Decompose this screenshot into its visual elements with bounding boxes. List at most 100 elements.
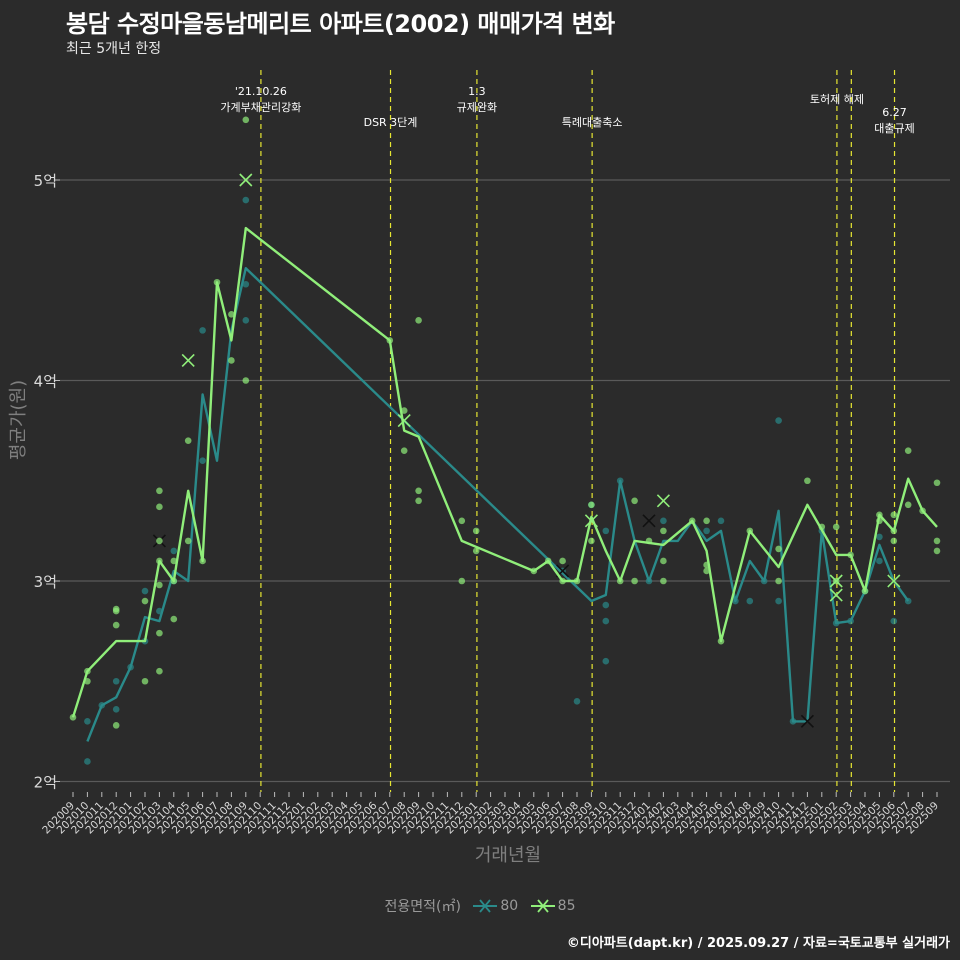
data-point-85: [112, 621, 120, 629]
data-point-85: [559, 557, 566, 565]
data-point-80: [775, 417, 782, 424]
data-point-80: [573, 698, 581, 705]
data-point-80: [890, 617, 898, 625]
data-point-80: [199, 457, 206, 465]
data-point-80: [84, 718, 91, 725]
chart-subtitle: 최근 5개년 한정: [66, 41, 162, 57]
data-point-85: [112, 722, 120, 729]
y-axis-title: 평균가(원): [8, 380, 29, 460]
data-point-80: [112, 677, 120, 685]
event-label: 토허제 해제: [810, 92, 864, 106]
series-85: [69, 116, 941, 729]
data-point-85: [832, 523, 840, 531]
cancelled-stroke: [181, 353, 195, 368]
data-point-80: [876, 533, 883, 541]
y-tick-label: 3억: [34, 573, 57, 591]
data-point-85: [904, 501, 912, 509]
event-label: 가계부채관리강화: [220, 101, 301, 114]
data-point-85: [415, 487, 422, 495]
data-point-85: [415, 497, 422, 505]
event-label: 규제완화: [457, 101, 497, 114]
data-point-80: [242, 196, 250, 204]
cancelled-stroke: [800, 714, 814, 728]
data-point-85: [112, 607, 120, 615]
cancelled-stroke: [642, 514, 656, 528]
data-point-85: [141, 597, 149, 605]
data-point-80: [141, 587, 149, 595]
event-label: '21.10.26: [235, 85, 287, 98]
data-point-80: [199, 327, 206, 334]
event-label: 특례대출축소: [562, 116, 623, 129]
legend-label-80: 80: [500, 898, 519, 914]
data-point-85: [156, 537, 163, 545]
data-point-85: [775, 545, 782, 553]
data-point-85: [472, 527, 480, 535]
event-label: 1.3: [468, 85, 486, 98]
data-point-85: [631, 577, 638, 585]
data-point-85: [775, 577, 782, 585]
data-point-85: [400, 407, 408, 414]
data-point-85: [890, 511, 898, 519]
data-point-85: [170, 615, 178, 623]
data-point-80: [602, 617, 610, 625]
data-point-85: [904, 447, 912, 454]
cancelled-marker-85: [887, 574, 901, 588]
legend-swatch-80: [473, 899, 498, 913]
series-line-80: [86, 267, 910, 742]
cancelled-stroke: [829, 574, 843, 588]
data-point-85: [242, 377, 250, 384]
y-tick-label: 5억: [34, 172, 57, 190]
cancelled-marker-80: [800, 714, 814, 728]
cancelled-stroke: [656, 494, 670, 508]
data-point-80: [84, 758, 91, 765]
event-label: 6.27: [882, 106, 907, 119]
data-point-85: [703, 567, 710, 575]
data-point-85: [242, 116, 250, 124]
data-point-85: [933, 537, 941, 545]
data-point-85: [588, 537, 595, 545]
data-point-85: [631, 497, 638, 505]
cancelled-marker-80: [642, 514, 656, 528]
data-point-85: [156, 629, 163, 637]
y-tick-label: 2억: [34, 774, 57, 792]
data-point-85: [170, 557, 178, 565]
cancelled-marker-85: [656, 494, 670, 508]
data-point-85: [933, 547, 941, 555]
cancelled-marker-85: [181, 353, 195, 368]
legend: 전용면적(㎡) 80 85: [0, 896, 960, 916]
data-point-80: [602, 527, 610, 535]
cancelled-stroke: [829, 588, 843, 602]
data-point-80: [717, 517, 725, 525]
cancelled-stroke: [239, 173, 253, 187]
cancelled-marker-85: [397, 414, 411, 428]
series-80: [84, 196, 912, 765]
data-point-85: [184, 437, 192, 444]
legend-label-85: 85: [557, 898, 576, 914]
data-point-85: [660, 527, 667, 535]
data-point-85: [228, 311, 235, 318]
data-point-80: [112, 706, 120, 713]
data-point-85: [458, 577, 466, 585]
data-point-85: [228, 357, 235, 364]
cancelled-stroke: [887, 574, 901, 588]
cancelled-marker-85: [239, 173, 253, 187]
source-caption: ©디아파트(dapt.kr) / 2025.09.27 / 자료=국토교통부 실…: [566, 936, 950, 951]
data-point-85: [156, 581, 163, 589]
cancelled-marker-85: [829, 574, 843, 588]
data-point-85: [804, 477, 811, 485]
data-point-80: [242, 280, 250, 288]
data-point-85: [472, 547, 480, 555]
data-point-80: [602, 657, 610, 665]
legend-item-85: 85: [530, 898, 576, 914]
data-point-80: [703, 527, 710, 535]
data-point-80: [242, 317, 250, 324]
data-point-80: [775, 597, 782, 605]
event-label: DSR 3단계: [364, 116, 418, 129]
data-point-80: [876, 557, 883, 565]
data-point-85: [933, 479, 941, 487]
legend-swatch-85: [530, 899, 555, 913]
data-point-85: [156, 667, 163, 675]
cancelled-stroke: [584, 514, 598, 528]
